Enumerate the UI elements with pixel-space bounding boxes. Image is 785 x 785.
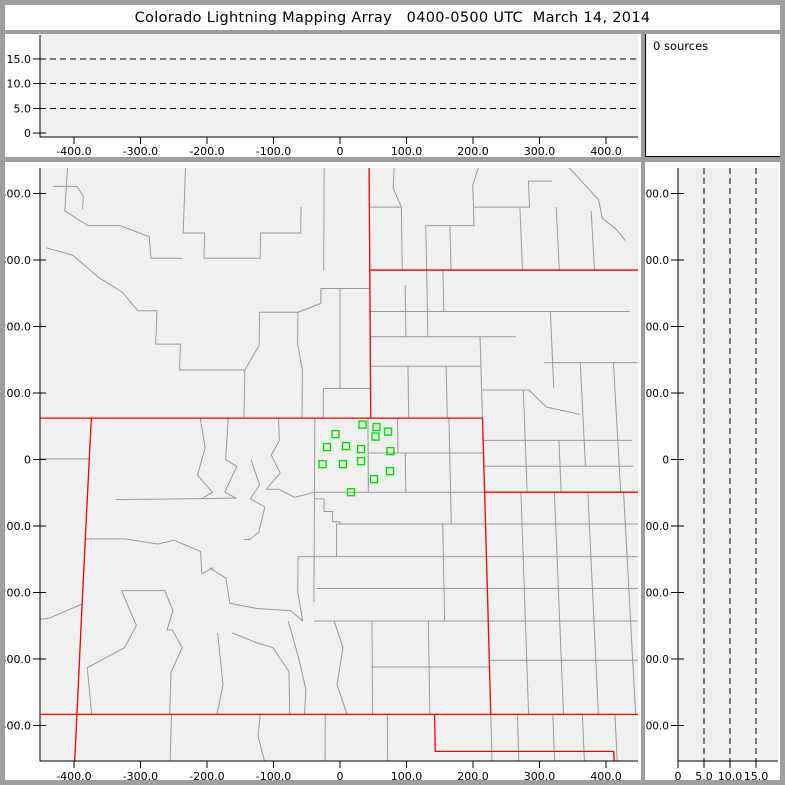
station-markers bbox=[318, 420, 395, 497]
svg-text:-100.0: -100.0 bbox=[5, 520, 31, 533]
svg-text:-400.0: -400.0 bbox=[56, 145, 91, 157]
svg-text:0: 0 bbox=[24, 454, 31, 467]
svg-text:10.0: 10.0 bbox=[718, 770, 743, 780]
svg-text:15.0: 15.0 bbox=[7, 53, 32, 66]
svg-text:200.0: 200.0 bbox=[645, 322, 669, 334]
svg-text:100.0: 100.0 bbox=[391, 145, 423, 157]
svg-text:400.0: 400.0 bbox=[590, 770, 622, 780]
svg-text:100.0: 100.0 bbox=[5, 387, 31, 400]
svg-text:-300.0: -300.0 bbox=[645, 654, 669, 666]
svg-text:-300.0: -300.0 bbox=[5, 653, 31, 666]
svg-text:-200.0: -200.0 bbox=[189, 770, 224, 780]
svg-text:-400.0: -400.0 bbox=[645, 721, 669, 733]
svg-text:400.0: 400.0 bbox=[590, 145, 622, 157]
svg-text:10.0: 10.0 bbox=[7, 78, 32, 91]
svg-text:200.0: 200.0 bbox=[5, 321, 31, 334]
svg-text:200.0: 200.0 bbox=[457, 145, 489, 157]
altitude-vs-ns-distance-panel[interactable]: 400.0 300.0 200.0 100.0 0 -100.0 -200.0 -300.0 -… bbox=[645, 162, 780, 780]
svg-text:5.0: 5.0 bbox=[695, 770, 713, 780]
svg-text:-400.0: -400.0 bbox=[5, 720, 31, 733]
alt-top-canvas: 15.0 10.0 5.0 0 -400.0 -300.0 -200.0 -100.0 0 100… bbox=[7, 35, 638, 157]
svg-text:-300.0: -300.0 bbox=[123, 145, 158, 157]
altitude-vs-ew-distance-panel[interactable]: 15.0 10.0 5.0 0 -400.0 -300.0 -200.0 -100.0 0 100… bbox=[5, 34, 641, 157]
svg-text:-100.0: -100.0 bbox=[256, 770, 291, 780]
svg-text:0: 0 bbox=[336, 145, 343, 157]
svg-text:-100.0: -100.0 bbox=[256, 145, 291, 157]
svg-text:-300.0: -300.0 bbox=[123, 770, 158, 780]
svg-text:100.0: 100.0 bbox=[391, 770, 423, 780]
svg-text:0: 0 bbox=[662, 455, 669, 467]
svg-text:400.0: 400.0 bbox=[5, 187, 31, 200]
svg-text:300.0: 300.0 bbox=[5, 254, 31, 267]
svg-text:-400.0: -400.0 bbox=[56, 770, 91, 780]
svg-text:-100.0: -100.0 bbox=[645, 521, 669, 533]
alt-right-canvas: 400.0 300.0 200.0 100.0 0 -100.0 -200.0 -300.0 -… bbox=[645, 168, 778, 780]
svg-text:400.0: 400.0 bbox=[645, 188, 669, 200]
svg-text:-200.0: -200.0 bbox=[645, 588, 669, 600]
svg-text:15.0: 15.0 bbox=[744, 770, 769, 780]
title-bar: Colorado Lightning Mapping Array 0400-05… bbox=[5, 5, 780, 30]
svg-text:-200.0: -200.0 bbox=[5, 587, 31, 600]
sources-count-box: 0 sources bbox=[645, 34, 780, 157]
svg-text:0: 0 bbox=[675, 770, 682, 780]
svg-text:-200.0: -200.0 bbox=[189, 145, 224, 157]
svg-text:300.0: 300.0 bbox=[524, 145, 556, 157]
svg-text:0: 0 bbox=[336, 770, 343, 780]
svg-text:300.0: 300.0 bbox=[645, 255, 669, 267]
svg-text:200.0: 200.0 bbox=[457, 770, 489, 780]
svg-text:0: 0 bbox=[24, 127, 31, 140]
sources-count-label: 0 sources bbox=[653, 39, 709, 53]
svg-text:300.0: 300.0 bbox=[524, 770, 556, 780]
map-canvas: 400.0 300.0 200.0 100.0 0 -100.0 -200.0 -300.0 -… bbox=[5, 168, 638, 780]
svg-text:5.0: 5.0 bbox=[14, 102, 32, 115]
map-geography bbox=[40, 168, 638, 761]
plan-view-map-panel[interactable]: 400.0 300.0 200.0 100.0 0 -100.0 -200.0 -300.0 -… bbox=[5, 162, 641, 780]
svg-text:100.0: 100.0 bbox=[645, 388, 669, 400]
page-title: Colorado Lightning Mapping Array 0400-05… bbox=[134, 9, 651, 26]
